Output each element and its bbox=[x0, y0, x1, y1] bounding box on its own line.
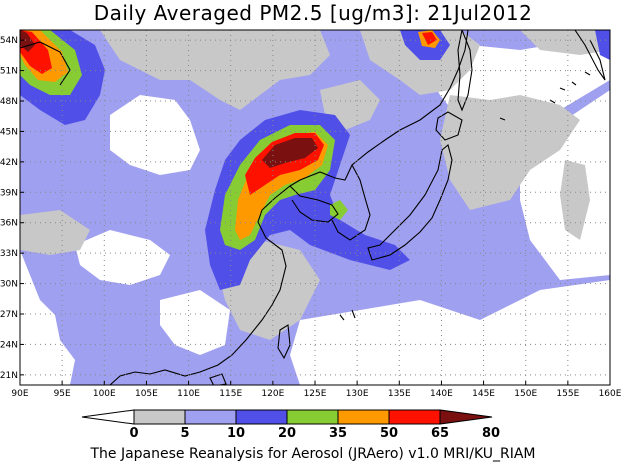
latitude-label: 48N bbox=[0, 97, 18, 107]
colorbar-high-arrow bbox=[439, 409, 493, 425]
field-blue-corner bbox=[595, 30, 610, 60]
latitude-label: 42N bbox=[0, 158, 18, 168]
latitude-labels: 21N 24N 27N 30N 33N 36N 39N 42N 45N 48N 51N 54N bbox=[0, 36, 24, 381]
latitude-label: 39N bbox=[0, 188, 18, 198]
coastline-sakhalin bbox=[457, 30, 473, 112]
colorbar-tick-label: 10 bbox=[227, 426, 245, 441]
longitude-label: 100E bbox=[93, 389, 116, 399]
colorbar-tick-label: 80 bbox=[482, 426, 500, 441]
coastline-taiwan bbox=[277, 324, 291, 360]
field-white-sw bbox=[75, 230, 170, 285]
latitude-label: 51N bbox=[0, 67, 18, 77]
longitude-label: 135E bbox=[388, 389, 411, 399]
longitude-label: 145E bbox=[472, 389, 495, 399]
longitude-label: 125E bbox=[304, 389, 327, 399]
colorbar-swatch bbox=[388, 409, 441, 425]
colorbar-tick-label: 35 bbox=[329, 426, 347, 441]
field-green-spot bbox=[330, 200, 348, 220]
coastline-kamchatka bbox=[574, 30, 606, 81]
latitude-label: 27N bbox=[0, 310, 18, 320]
latitude-label: 24N bbox=[0, 340, 18, 350]
latitude-label: 45N bbox=[0, 127, 18, 137]
field-white-southeast bbox=[290, 280, 610, 385]
coastline-northwest bbox=[20, 41, 71, 86]
longitude-labels: 90E 95E 100E 105E 110E 115E 120E 125E 130E 135E 14… bbox=[11, 381, 622, 399]
colorbar-swatch bbox=[133, 409, 186, 425]
colorbar-tick-label: 5 bbox=[180, 426, 189, 441]
coastline-hokkaido bbox=[435, 111, 463, 141]
footer-credit: The Japanese Reanalysis for Aerosol (JRA… bbox=[90, 446, 536, 462]
colorbar-swatch bbox=[184, 409, 237, 425]
map-title: Daily Averaged PM2.5 [ug/m3]: 21Jul2012 bbox=[93, 1, 533, 25]
field-white-west bbox=[20, 250, 75, 385]
latitude-label: 36N bbox=[0, 219, 18, 229]
colorbar: 0 5 10 20 35 50 65 80 bbox=[81, 409, 500, 441]
coastline-islands bbox=[339, 71, 591, 321]
field-gray-southwest bbox=[20, 210, 90, 255]
coastline-bohai bbox=[289, 185, 339, 223]
longitude-label: 120E bbox=[261, 389, 284, 399]
colorbar-swatch bbox=[235, 409, 288, 425]
colorbar-tick-label: 65 bbox=[431, 426, 449, 441]
colorbar-tick-label: 20 bbox=[278, 426, 296, 441]
colorbar-low-arrow bbox=[81, 409, 135, 425]
latitude-label: 54N bbox=[0, 36, 18, 46]
field-red-ne bbox=[422, 32, 437, 45]
longitude-label: 90E bbox=[11, 389, 28, 399]
longitude-label: 115E bbox=[219, 389, 242, 399]
latitude-label: 30N bbox=[0, 280, 18, 290]
longitude-label: 130E bbox=[346, 389, 369, 399]
colorbar-tick-label: 50 bbox=[380, 426, 398, 441]
field-darkred-plume bbox=[262, 138, 318, 168]
coastline-hainan bbox=[209, 373, 227, 385]
coastline-korea bbox=[331, 164, 371, 241]
longitude-label: 105E bbox=[135, 389, 158, 399]
longitude-label: 155E bbox=[556, 389, 579, 399]
graticule bbox=[20, 30, 610, 385]
coastline-asia bbox=[109, 30, 469, 385]
pm25-field bbox=[20, 30, 610, 385]
field-gray-sea bbox=[440, 95, 580, 210]
colorbar-tick-label: 0 bbox=[129, 426, 138, 441]
field-white-central bbox=[110, 95, 200, 175]
colorbar-swatch bbox=[337, 409, 390, 425]
coastline-japan bbox=[367, 144, 453, 261]
longitude-label: 150E bbox=[514, 389, 537, 399]
coastlines bbox=[20, 30, 606, 385]
longitude-label: 160E bbox=[599, 389, 622, 399]
field-white-south bbox=[160, 290, 230, 355]
field-gray-northeast bbox=[360, 30, 480, 95]
latitude-label: 33N bbox=[0, 249, 18, 259]
longitude-label: 95E bbox=[54, 389, 71, 399]
colorbar-swatch bbox=[286, 409, 339, 425]
longitude-label: 110E bbox=[177, 389, 200, 399]
longitude-label: 140E bbox=[430, 389, 453, 399]
latitude-label: 21N bbox=[0, 371, 18, 381]
